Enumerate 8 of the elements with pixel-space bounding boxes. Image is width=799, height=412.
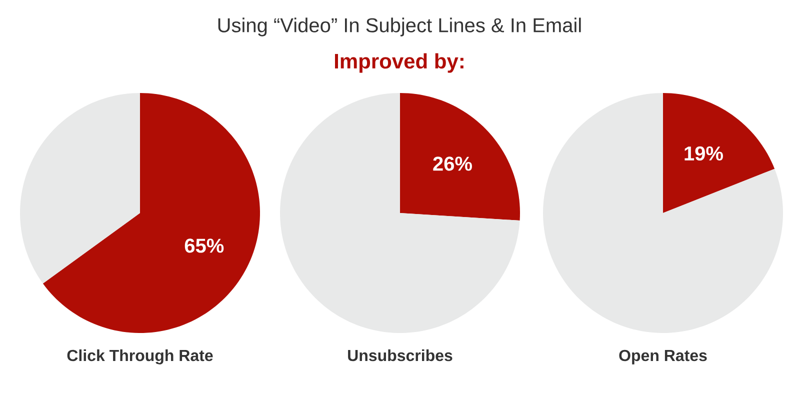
text: Click Through Rate	[67, 349, 213, 364]
text: Using “Video” In Subject Lines & In Email	[218, 18, 581, 36]
text: Improved by:	[334, 53, 464, 73]
data-label: 26%	[433, 156, 472, 171]
text: Open Rates	[619, 350, 707, 364]
text: Unsubscribes	[348, 349, 452, 362]
data-label: 19%	[684, 146, 723, 161]
data-label: 65%	[184, 238, 224, 253]
